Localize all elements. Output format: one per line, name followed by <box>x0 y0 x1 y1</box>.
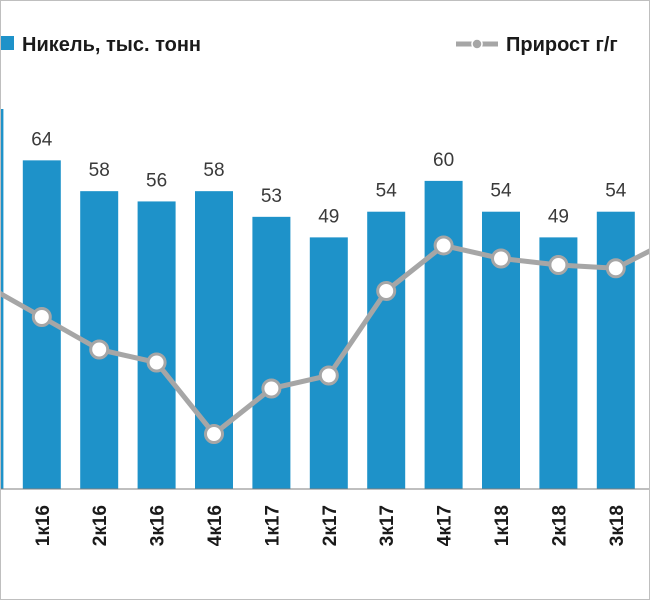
growth-point-3к18 <box>605 258 626 279</box>
bar-4к15 <box>0 109 4 489</box>
bar-2к17 <box>309 237 348 489</box>
bar-value-label: 56 <box>146 170 167 191</box>
legend: Никель, тыс. тонн Прирост г/г <box>0 34 618 56</box>
x-tick-label: 1к18 <box>492 505 513 546</box>
bar-3к18 <box>596 211 635 489</box>
growth-point-4к17 <box>433 235 454 256</box>
x-tick-label: 1к17 <box>262 505 283 546</box>
line-series-layer <box>0 235 650 444</box>
growth-point-1к16 <box>31 307 52 327</box>
bar-value-label: 54 <box>490 181 512 202</box>
bar-value-label: 54 <box>376 181 398 202</box>
x-tick-label: 3к16 <box>148 505 169 546</box>
bar-3к17 <box>367 211 406 489</box>
x-tick-label: 2к17 <box>320 505 341 546</box>
legend-bar-swatch <box>0 36 14 50</box>
growth-point-2к18 <box>548 255 569 275</box>
x-tick-label: 1к16 <box>33 505 54 546</box>
bar-value-label: 53 <box>261 186 282 207</box>
bar-labels-layer: 64 58 56 58 53 49 54 60 54 49 54 <box>31 129 627 227</box>
bar-4к17 <box>424 180 463 489</box>
bar-value-label: 58 <box>203 160 224 181</box>
bar-value-label: 60 <box>433 150 454 171</box>
growth-point-1к17 <box>261 378 282 399</box>
x-tick-label: 2к18 <box>549 505 570 546</box>
x-tick-label: 2к16 <box>90 505 111 546</box>
growth-point-2к16 <box>89 339 110 360</box>
bar-3к16 <box>137 201 176 489</box>
legend-line-marker <box>471 38 483 50</box>
bar-value-label: 64 <box>31 129 53 150</box>
bar-4к16 <box>195 191 233 489</box>
bar-2к18 <box>539 237 578 489</box>
x-tick-label: 3к18 <box>607 505 628 546</box>
x-tick-label: 4к17 <box>435 505 456 546</box>
bar-value-label: 49 <box>548 206 569 227</box>
bar-value-label: 49 <box>318 206 339 227</box>
growth-point-3к17 <box>376 281 397 301</box>
growth-point-3к16 <box>146 352 167 373</box>
bars-layer <box>0 109 635 490</box>
x-tick-label: 3к17 <box>377 505 398 546</box>
bar-value-label: 58 <box>89 160 110 181</box>
growth-point-4к16 <box>204 424 224 444</box>
tick-labels-layer: 1к16 2к16 3к16 4к16 1к17 2к17 3к17 4к17 1к18 2к18… <box>33 505 628 546</box>
growth-point-1к18 <box>491 248 511 269</box>
legend-bar-label: Никель, тыс. тонн <box>22 34 201 56</box>
bar-value-label: 54 <box>605 181 627 202</box>
legend-line-label: Прирост г/г <box>506 34 618 56</box>
growth-point-2к17 <box>318 365 339 386</box>
bar-1к17 <box>252 216 291 490</box>
x-tick-label: 4к16 <box>205 505 226 546</box>
